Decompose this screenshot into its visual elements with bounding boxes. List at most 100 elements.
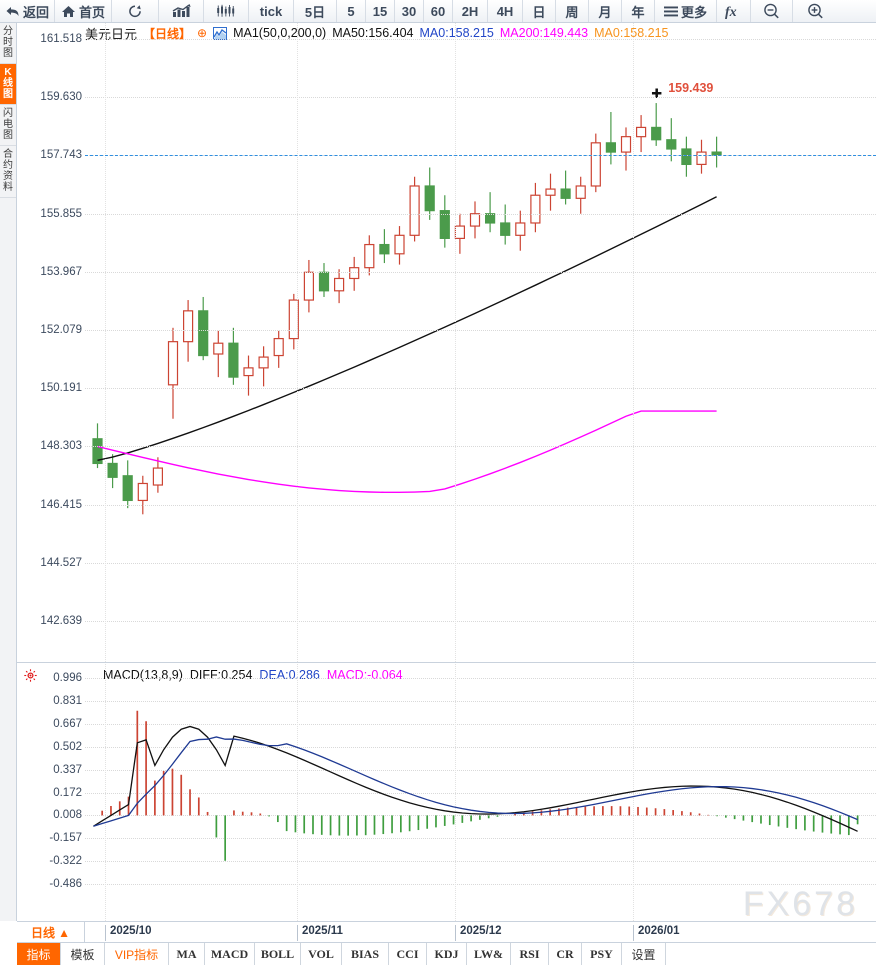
macd-gridline (85, 861, 876, 863)
refresh-button[interactable] (112, 0, 159, 22)
ma50-line (97, 196, 717, 462)
macd-gridline (85, 838, 876, 840)
macd-plot-area[interactable] (85, 664, 876, 921)
crosshair-toggle-icon[interactable]: ⊕ (197, 26, 208, 40)
indicator-tab-bar: 指标 模板 VIP指标 MA MACD BOLL VOL BIAS CCI KDJ LW& RSI CR… (17, 943, 876, 965)
macd-gridline (85, 769, 876, 771)
zoom-out-button[interactable] (751, 0, 793, 22)
period-day-button[interactable]: 日 (523, 0, 556, 22)
price-gridline (85, 446, 876, 448)
price-y-axis: 161.518 159.630 157.743 155.855 153.967 152.0… (17, 23, 85, 662)
macd-y-axis: 0.996 0.831 0.667 0.502 0.337 0.172 0.008 -0.15… (17, 664, 85, 921)
period-month-button[interactable]: 月 (589, 0, 622, 22)
fx-icon: fx (725, 4, 743, 20)
left-sidebar: 分时图 K线图 闪电图 合约资料 (0, 23, 17, 921)
month-gridline (105, 23, 106, 662)
price-axis-tick: 155.855 (40, 207, 82, 220)
sidebar-item-contract-info[interactable]: 合约资料 (0, 146, 16, 198)
price-highlight-line (85, 155, 876, 157)
macd-series (93, 710, 859, 861)
price-axis-tick: 150.191 (40, 382, 82, 395)
tick-button-label: tick (259, 3, 283, 19)
tab-vol[interactable]: VOL (301, 943, 342, 965)
tab-vip-indicators[interactable]: VIP指标 (105, 943, 169, 965)
price-gridline (85, 504, 876, 506)
macd-axis-tick: 0.337 (53, 763, 82, 776)
more-button[interactable]: 更多 (655, 0, 717, 22)
tab-psy[interactable]: PSY (582, 943, 622, 965)
tab-cci[interactable]: CCI (389, 943, 427, 965)
tab-cr[interactable]: CR (549, 943, 582, 965)
sidebar-item-timeshare[interactable]: 分时图 (0, 23, 16, 64)
price-chart-panel[interactable]: 美元日元 【日线】 ⊕ MA1(50,0,200,0) MA50:156.404… (17, 23, 876, 663)
price-gridline (85, 271, 876, 273)
macd-axis-tick: 0.996 (53, 672, 82, 684)
period-30-button[interactable]: 30 (395, 0, 424, 22)
home-icon (61, 5, 76, 18)
period-year-button[interactable]: 年 (622, 0, 655, 22)
period-selector[interactable]: 日线 ▲ (17, 922, 85, 943)
date-axis: 日线 ▲ 2025/10 2025/11 2025/12 2026/01 (17, 921, 876, 943)
period-5day-button[interactable]: 5日 (294, 0, 337, 22)
ma-params-label: MA1(50,0,200,0) (233, 26, 327, 40)
home-button[interactable]: 首页 (55, 0, 112, 22)
zoom-in-icon (807, 3, 824, 19)
tab-templates[interactable]: 模板 (61, 943, 105, 965)
bottom-scroll-strip[interactable] (0, 965, 876, 967)
date-axis-tick: 2026/01 (633, 925, 680, 941)
tab-kdj[interactable]: KDJ (427, 943, 467, 965)
period-60-button[interactable]: 60 (424, 0, 453, 22)
macd-gridline (85, 746, 876, 748)
hamburger-icon (663, 6, 678, 17)
period-4h-button[interactable]: 4H (488, 0, 523, 22)
macd-axis-tick: -0.322 (49, 855, 82, 868)
macd-dea-line (93, 736, 858, 827)
period-5-button[interactable]: 5 (337, 0, 366, 22)
tab-bias[interactable]: BIAS (342, 943, 389, 965)
period-15-button-label: 15 (372, 3, 388, 19)
price-axis-tick: 157.743 (40, 149, 82, 162)
ma0-orange-value: MA0:158.215 (594, 26, 669, 40)
date-axis-tick: 2025/10 (105, 925, 152, 941)
macd-gridline (85, 792, 876, 794)
price-axis-tick: 144.527 (40, 556, 82, 569)
zoom-out-icon (763, 3, 780, 19)
home-button-label: 首页 (79, 4, 106, 20)
date-tick-container: 2025/10 2025/11 2025/12 2026/01 (85, 922, 876, 943)
period-15-button[interactable]: 15 (366, 0, 395, 22)
back-button[interactable]: 返回 (0, 0, 55, 22)
price-gridline (85, 97, 876, 99)
indicator-settings-icon[interactable] (24, 669, 37, 682)
tab-settings[interactable]: 设置 (622, 943, 666, 965)
price-axis-tick: 161.518 (40, 33, 82, 45)
candlestick-button[interactable] (204, 0, 249, 22)
tab-ma[interactable]: MA (169, 943, 205, 965)
sidebar-item-kline[interactable]: K线图 (0, 64, 16, 105)
tab-boll[interactable]: BOLL (255, 943, 301, 965)
ma200-value: MA200:149.443 (499, 26, 589, 40)
macd-month-gridline (105, 664, 106, 921)
period-week-button-label: 周 (565, 4, 579, 20)
sidebar-item-lightning[interactable]: 闪电图 (0, 105, 16, 146)
top-toolbar: 返回 首页 tick 5日 5 15 30 60 2H 4H 日 周 月 年 更多 fx (0, 0, 876, 23)
ma50-value: MA50:156.404 (332, 26, 414, 40)
period-week-button[interactable]: 周 (556, 0, 589, 22)
tab-indicators[interactable]: 指标 (17, 943, 61, 965)
macd-gridline (85, 678, 876, 679)
tab-lwr[interactable]: LW& (467, 943, 511, 965)
period-2h-button[interactable]: 2H (453, 0, 488, 22)
chart-type-icon[interactable] (213, 26, 228, 40)
macd-panel[interactable]: MACD(13,8,9) DIFF:0.254 DEA:0.286 MACD:-… (17, 664, 876, 921)
symbol-name: 美元日元 (85, 26, 138, 42)
price-axis-tick: 142.639 (40, 615, 82, 627)
price-plot-area[interactable]: 159.439 ✚ (85, 23, 876, 662)
period-5day-button-label: 5日 (304, 4, 326, 20)
price-gridline (85, 388, 876, 390)
tab-rsi[interactable]: RSI (511, 943, 549, 965)
fx-button[interactable]: fx (717, 0, 751, 22)
tab-macd[interactable]: MACD (205, 943, 255, 965)
bar-chart-button[interactable] (159, 0, 204, 22)
tick-button[interactable]: tick (249, 0, 294, 22)
macd-axis-tick: -0.157 (49, 832, 82, 845)
zoom-in-button[interactable] (793, 0, 837, 22)
